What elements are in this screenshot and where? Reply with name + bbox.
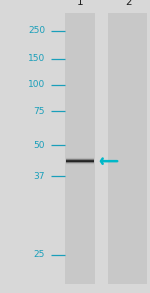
Text: 50: 50 [33, 141, 45, 149]
Text: 2: 2 [125, 0, 132, 7]
Text: 37: 37 [33, 172, 45, 181]
Text: 250: 250 [28, 26, 45, 35]
Text: 100: 100 [28, 81, 45, 89]
Bar [108, 13, 147, 284]
Text: 75: 75 [33, 107, 45, 116]
Text: 150: 150 [28, 54, 45, 63]
Text: 25: 25 [34, 251, 45, 259]
Text: 1: 1 [77, 0, 84, 7]
Bar [65, 13, 95, 284]
